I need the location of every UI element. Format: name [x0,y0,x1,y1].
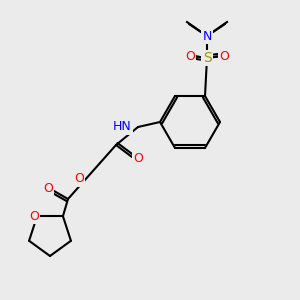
Text: O: O [43,182,53,196]
Text: O: O [219,50,229,62]
Text: HN: HN [113,121,132,134]
Text: O: O [185,50,195,62]
Text: O: O [133,152,143,166]
Text: O: O [29,210,39,223]
Text: N: N [202,29,212,43]
Text: S: S [202,51,211,65]
Text: O: O [74,172,84,185]
